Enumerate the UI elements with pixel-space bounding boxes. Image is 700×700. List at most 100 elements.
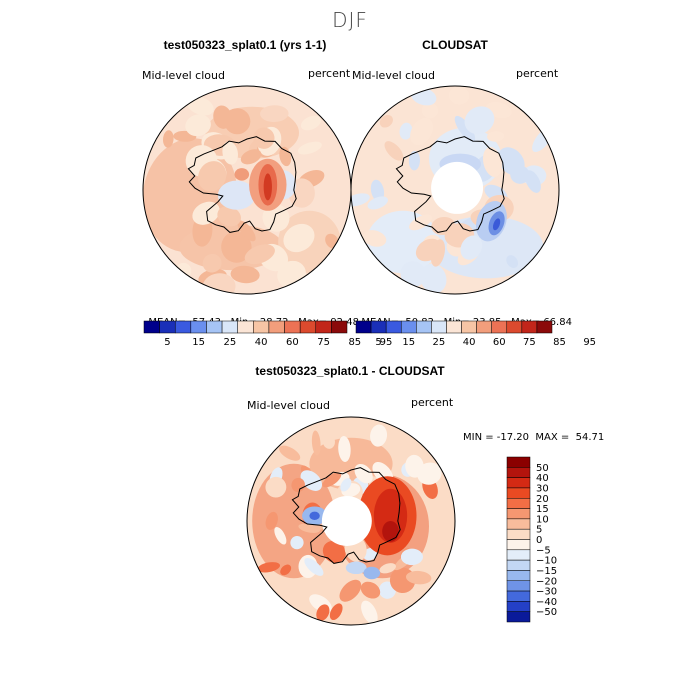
diff-map-contour-38: [417, 462, 442, 485]
cloudsat-colorbar-cell-6: [446, 320, 462, 334]
model-colorbar-cell-0: [143, 320, 160, 334]
diff-map-data-gap: [321, 496, 372, 546]
cloudsat-map-contour-15: [487, 131, 505, 142]
diff-colorbar-tick-9: −10: [536, 556, 557, 567]
cloudsat-map-contour-10: [399, 122, 413, 140]
diff-map-map-border: [246, 416, 456, 626]
model-map-contour-44: [217, 180, 256, 210]
model-colorbar-cell-2: [174, 320, 192, 334]
diff-colorbar-tick-7: 0: [536, 535, 542, 546]
diff-map-contour-24: [322, 434, 335, 449]
panel-model-variable: Mid-level cloud: [142, 69, 225, 82]
diff-colorbar-cell-14: [506, 601, 531, 612]
cloudsat-colorbar-tick-0: 5: [375, 337, 381, 348]
model-colorbar-tick-2: 25: [224, 337, 237, 348]
cloudsat-map-contour-31: [431, 216, 456, 235]
diff-colorbar-cell-8: [506, 539, 531, 551]
diff-map-contour-50: [340, 478, 352, 492]
diff-map-contour-68: [345, 561, 367, 575]
cloudsat-map-contour-16: [464, 106, 495, 135]
model-map-contour-49: [234, 168, 250, 181]
model-map-contour-18: [297, 141, 322, 155]
cloudsat-colorbar-cell-11: [521, 320, 538, 334]
model-map-contour-29: [253, 127, 275, 149]
diff-colorbar-tick-13: −40: [536, 597, 557, 608]
model-map-contour-15: [192, 201, 220, 225]
diff-map-field: [247, 417, 455, 625]
diff-colorbar-cell-10: [506, 559, 531, 571]
model-map-coastline: [187, 136, 297, 233]
model-map-contour-7: [300, 115, 321, 131]
cloudsat-map-contour-3: [420, 263, 447, 294]
panel-diff-title: test050323_splat0.1 - CLOUDSAT: [255, 364, 445, 378]
diff-colorbar-tick-6: 5: [536, 525, 542, 536]
model-colorbar-cell-12: [331, 320, 348, 334]
cloudsat-colorbar-cell-9: [491, 320, 508, 334]
model-map-contour-25: [185, 114, 211, 137]
panel-model-units: percent: [308, 67, 351, 80]
cloudsat-map-map-border: [350, 85, 560, 295]
diff-colorbar-tick-8: −5: [536, 545, 551, 556]
cloudsat-map-contour-21: [409, 214, 433, 231]
cloudsat-colorbar-cell-7: [461, 320, 477, 334]
diff-colorbar-tick-2: 30: [536, 483, 549, 494]
model-map-contour-26: [222, 141, 238, 165]
diff-map-contour-61: [360, 581, 381, 599]
diff-map-contour-49: [274, 527, 287, 545]
cloudsat-map-contour-38: [506, 255, 519, 268]
diff-map-contour-12: [279, 445, 301, 461]
diff-map-coastline: [291, 467, 401, 564]
diff-colorbar-cell-4: [506, 498, 531, 509]
diff-map-contour-54: [400, 548, 423, 566]
cloudsat-colorbar-cell-2: [385, 320, 402, 334]
model-map-contour-32: [244, 244, 275, 265]
diff-colorbar-tick-1: 40: [536, 473, 549, 484]
cloudsat-map-coastline: [395, 136, 505, 233]
diff-map-contour-57: [316, 604, 330, 621]
model-map-contour-8: [221, 231, 252, 263]
cloudsat-map-contour-40: [460, 235, 483, 260]
cloudsat-colorbar-tick-7: 95: [583, 337, 596, 348]
diff-colorbar-cell-6: [506, 518, 531, 530]
cloudsat-colorbar-cell-5: [431, 320, 447, 334]
diff-map-contour-3: [370, 424, 388, 447]
diff-colorbar-cell-12: [506, 580, 531, 592]
diff-colorbar-tick-0: 50: [536, 463, 549, 474]
cloudsat-map-contour-11: [454, 115, 476, 142]
cloudsat-map-contour-5: [400, 261, 427, 287]
diff-map-contour-55: [322, 472, 342, 488]
cloudsat-map-contour-45: [492, 218, 501, 231]
model-colorbar-cell-10: [299, 320, 317, 334]
diff-map-contour-60: [339, 579, 362, 602]
cloudsat-colorbar-cell-8: [476, 320, 492, 334]
diff-map-contour-14: [361, 600, 378, 625]
diff-map-contour-19: [322, 540, 346, 564]
cloudsat-colorbar-tick-3: 40: [463, 337, 476, 348]
cloudsat-colorbar-tick-5: 75: [523, 337, 536, 348]
cloudsat-colorbar-cell-4: [416, 320, 432, 334]
cloudsat-map-contour-23: [384, 141, 404, 161]
cloudsat-colorbar-tick-6: 85: [553, 337, 566, 348]
diff-map-contour-56: [405, 570, 432, 585]
model-colorbar-tick-0: 5: [164, 337, 170, 348]
cloudsat-colorbar-tick-4: 60: [493, 337, 506, 348]
diff-colorbar-tick-5: 10: [536, 514, 549, 525]
cloudsat-map-contour-33: [448, 86, 470, 105]
diff-colorbar-tick-14: −50: [536, 607, 557, 618]
diff-map-contour-39: [311, 430, 321, 456]
model-colorbar-tick-4: 60: [286, 337, 299, 348]
diff-colorbar-cell-9: [506, 549, 531, 561]
diff-map-contour-69: [363, 566, 381, 580]
diff-colorbar-tick-11: −20: [536, 576, 557, 587]
model-colorbar-cell-4: [206, 320, 223, 334]
model-colorbar-cell-3: [190, 320, 207, 334]
cloudsat-colorbar-cell-12: [536, 320, 553, 334]
cloudsat-map-contour-42: [408, 150, 420, 171]
model-colorbar-tick-7: 95: [380, 337, 393, 348]
cloudsat-colorbar-tick-2: 25: [433, 337, 446, 348]
model-colorbar-tick-3: 40: [255, 337, 268, 348]
cloudsat-colorbar-cell-10: [506, 320, 523, 334]
panel-cloudsat-units: percent: [516, 67, 559, 80]
model-colorbar-cell-7: [253, 320, 270, 334]
